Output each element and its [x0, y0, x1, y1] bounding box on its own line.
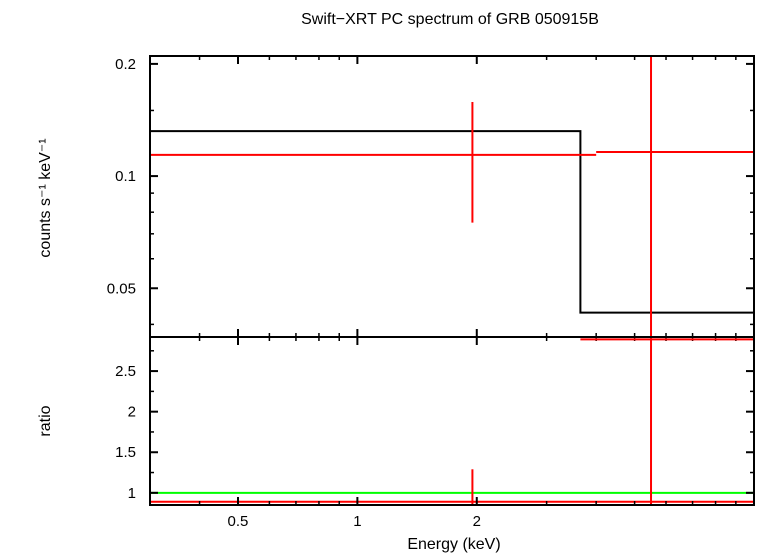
model-step-path	[150, 130, 754, 314]
x-tick-label: 0.5	[228, 513, 249, 530]
y-tick-label: 0.1	[115, 168, 136, 185]
y-axis-label-ratio: ratio	[37, 405, 54, 436]
spectrum-panel-frame	[149, 55, 755, 338]
ratio-points	[150, 337, 754, 505]
chart-title: Swift−XRT PC spectrum of GRB 050915B	[301, 11, 599, 28]
ratio-y-tick-label: 2.5	[115, 363, 136, 380]
ratio-panel: 1 1.5 2 2.5 0.5 1 2 ratio Energy (keV)	[37, 336, 755, 553]
y-axis-label-spectrum: counts s⁻¹ keV⁻¹	[37, 138, 54, 257]
y-tick-label: 0.05	[107, 280, 136, 297]
x-axis-label: Energy (keV)	[407, 536, 500, 553]
ratio-y-tick-label: 1.5	[115, 444, 136, 461]
y-tick-label: 0.2	[115, 56, 136, 73]
data-points	[150, 56, 754, 337]
x-tick-label: 1	[353, 513, 361, 530]
x-tick-label: 2	[473, 513, 481, 530]
ratio-y-tick-label: 1	[128, 485, 136, 502]
ratio-y-tick-label: 2	[128, 404, 136, 421]
model-step-line	[150, 130, 754, 314]
ratio-panel-frame	[149, 336, 755, 506]
spectrum-panel: 0.05 0.1 0.2 counts s⁻¹ keV⁻¹	[37, 55, 755, 345]
